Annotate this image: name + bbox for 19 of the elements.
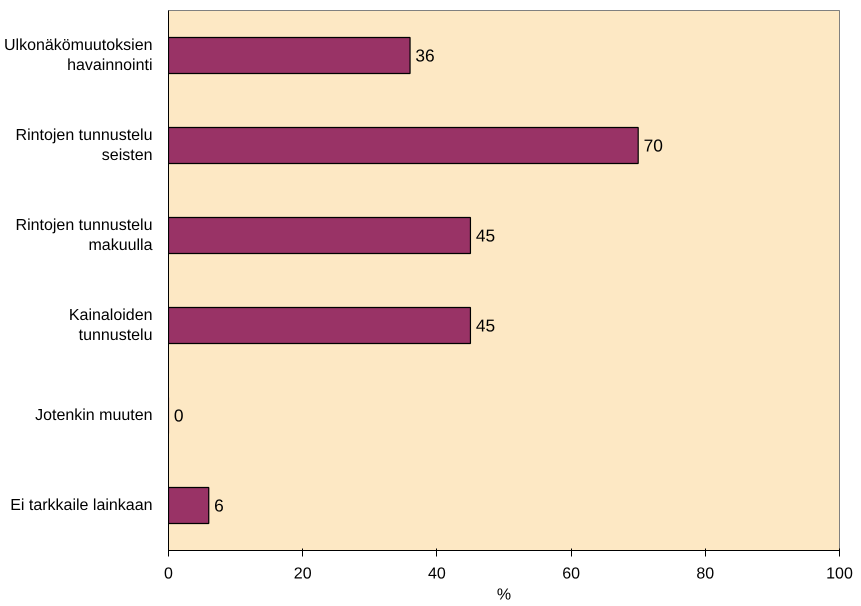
data-label: 45	[476, 316, 496, 336]
y-tick-label: Rintojen tunnustelu makuulla	[16, 216, 153, 254]
data-label: 70	[644, 136, 663, 156]
x-tick-label: 0	[164, 566, 174, 582]
y-tick-label: Ei tarkkaile lainkaan	[10, 497, 152, 514]
data-label: 6	[214, 496, 224, 516]
data-label: 0	[174, 406, 184, 426]
x-tick-label: 80	[696, 566, 714, 582]
x-tick-label: 100	[826, 566, 853, 582]
y-tick-label: Ulkonäkömuutoksien havainnointi	[4, 36, 153, 74]
x-tick-label: 60	[562, 566, 580, 582]
x-axis-title: %	[496, 586, 512, 604]
x-tick-label: 40	[428, 566, 446, 582]
data-label: 36	[415, 46, 435, 66]
x-tick-label: 20	[294, 566, 312, 582]
y-tick-label: Rintojen tunnustelu seisten	[16, 126, 153, 164]
data-label: 45	[476, 226, 496, 246]
y-tick-label: Jotenkin muuten	[35, 407, 152, 424]
y-tick-label: Kainaloiden tunnustelu	[68, 306, 153, 344]
